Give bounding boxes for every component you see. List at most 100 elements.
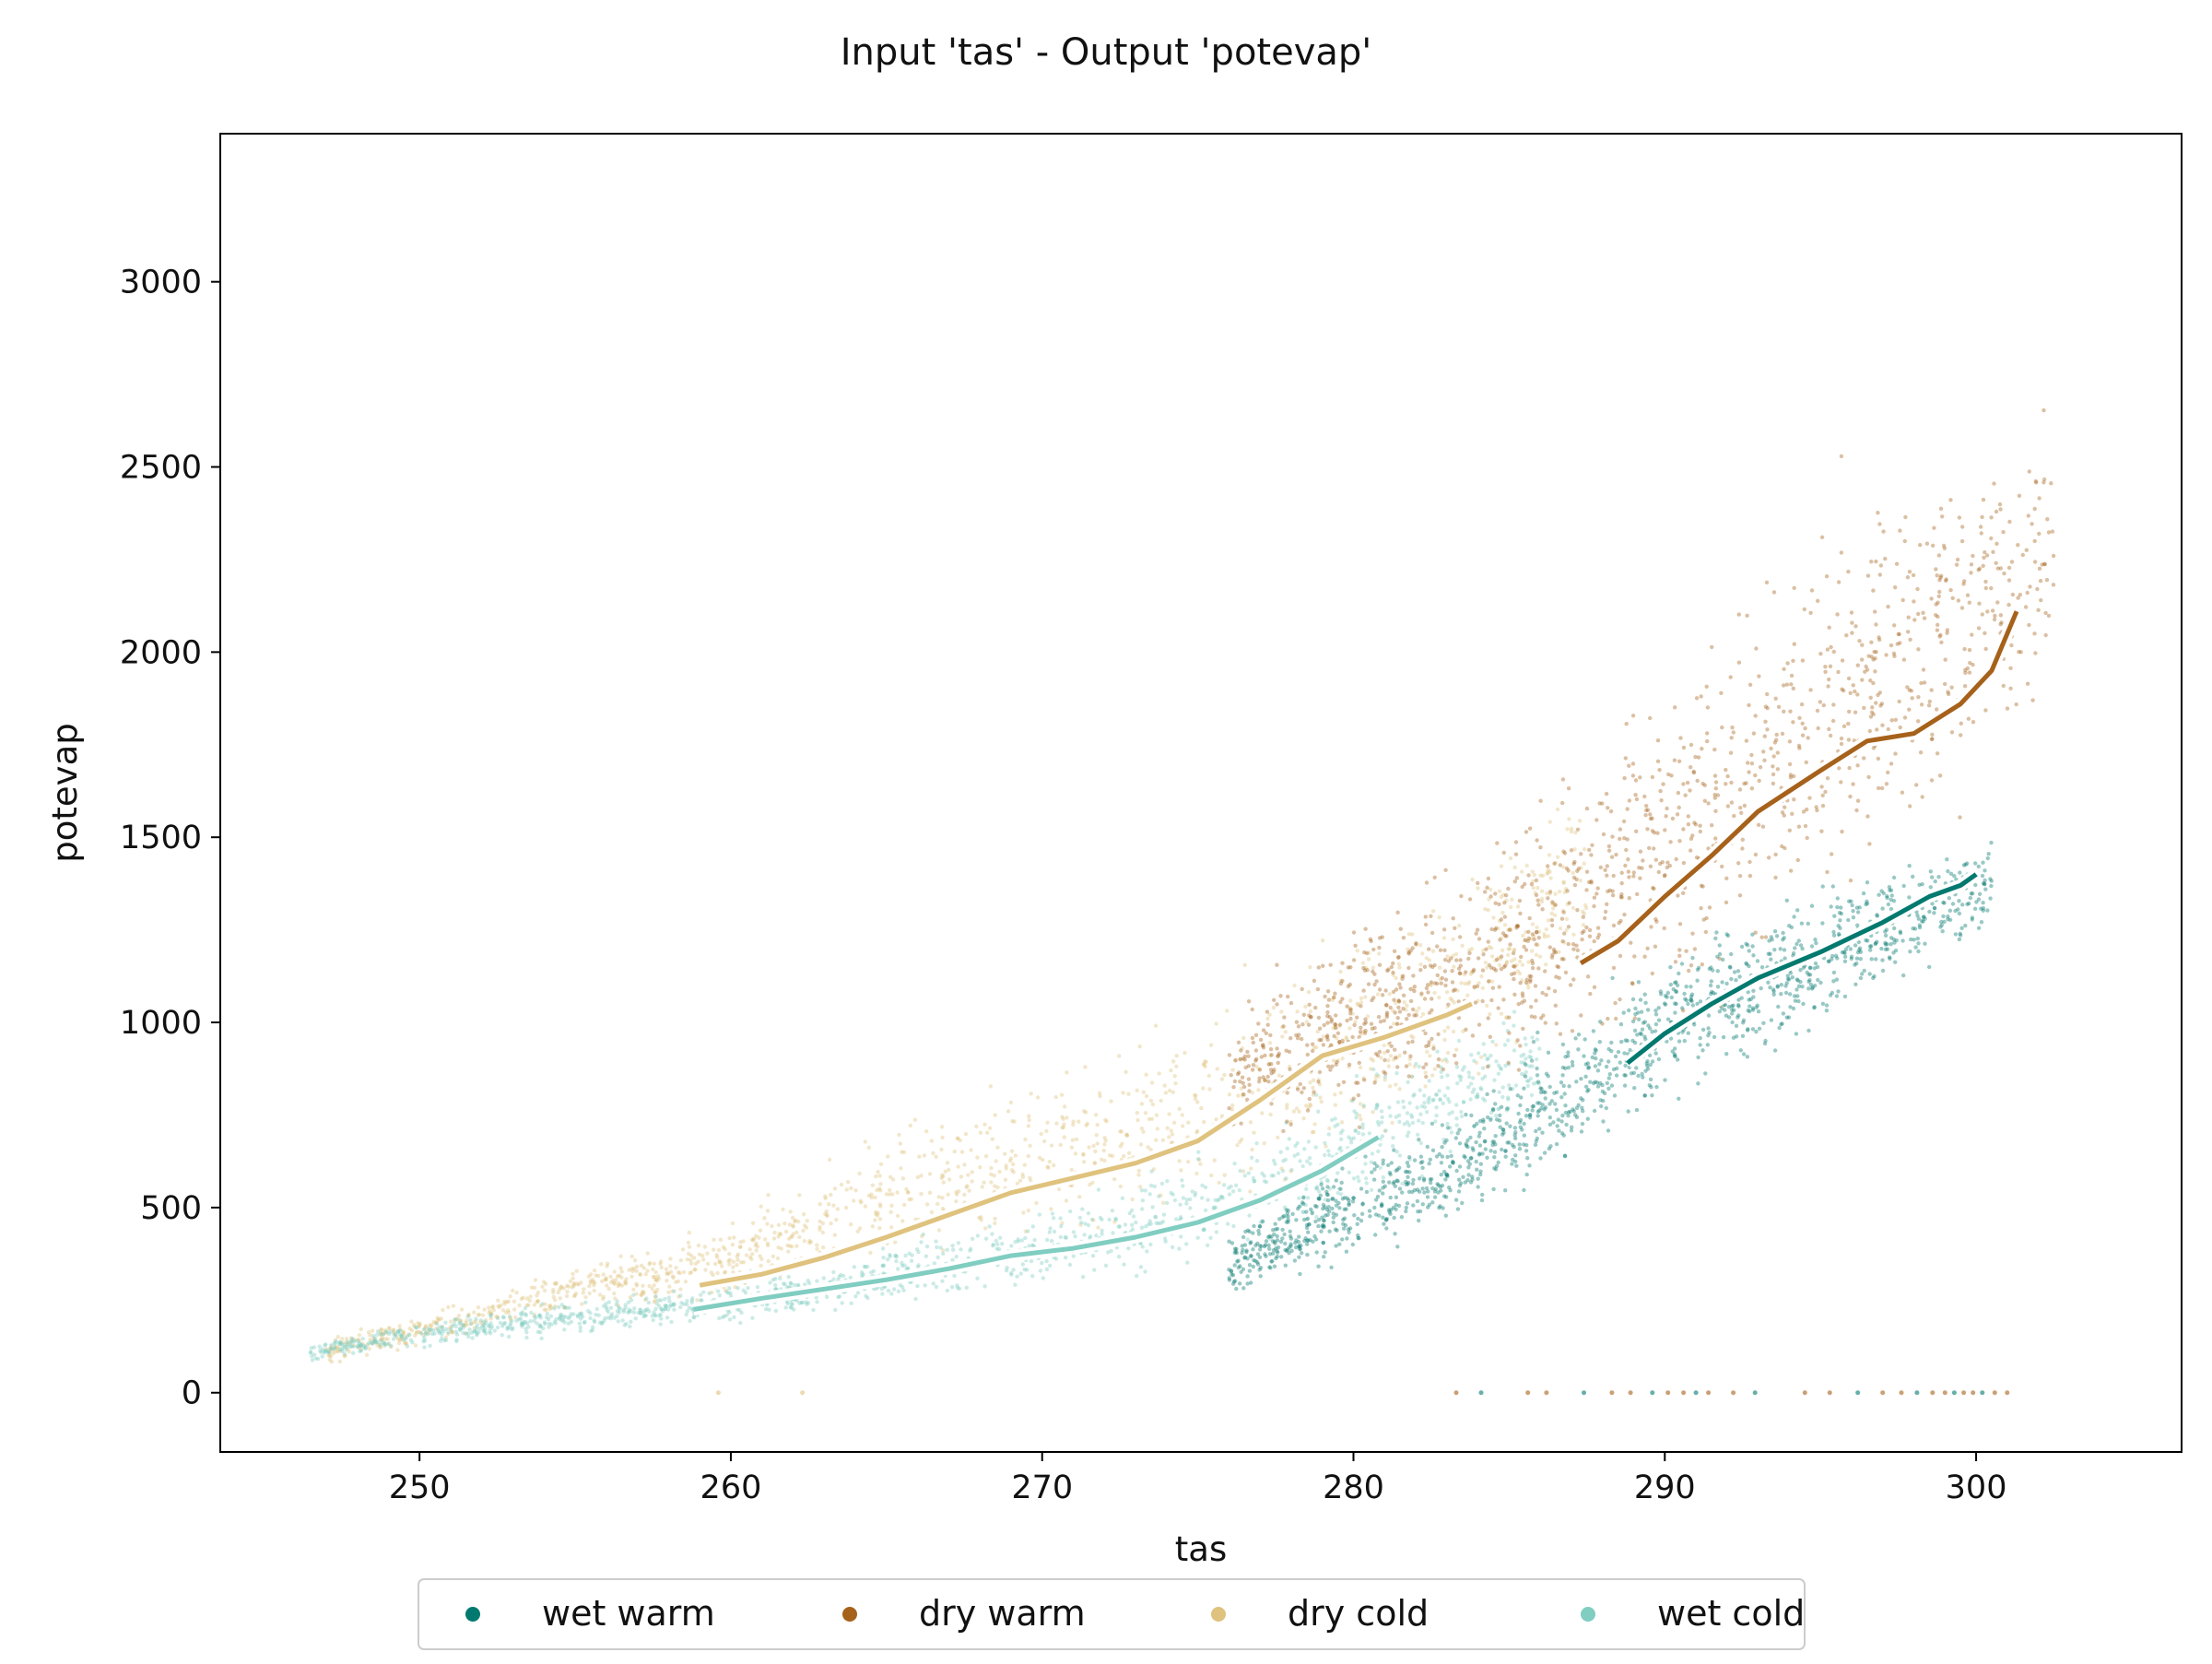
scatter-point	[1193, 1096, 1198, 1102]
scatter-point	[1356, 1235, 1360, 1241]
scatter-point	[1717, 956, 1722, 962]
scatter-point	[1978, 525, 1983, 529]
scatter-point	[446, 1304, 451, 1310]
scatter-point	[1827, 726, 1831, 732]
scatter-point	[1677, 839, 1682, 844]
scatter-point	[1625, 807, 1630, 811]
scatter-point	[1086, 1222, 1091, 1228]
scatter-point	[1836, 669, 1841, 675]
scatter-point	[1935, 707, 1939, 712]
scatter-point	[1262, 1179, 1267, 1184]
scatter-point	[1684, 949, 1688, 953]
scatter-point	[776, 1234, 781, 1239]
scatter-point	[1448, 1126, 1453, 1130]
scatter-point	[1774, 732, 1779, 738]
scatter-point	[1083, 1065, 1088, 1069]
scatter-point	[1379, 1109, 1384, 1114]
scatter-point	[1736, 612, 1742, 617]
scatter-point	[875, 1187, 879, 1193]
scatter-point	[652, 1261, 656, 1267]
scatter-point	[1659, 992, 1664, 997]
scatter-point	[1846, 738, 1852, 742]
scatter-point	[1289, 1167, 1294, 1173]
scatter-point	[785, 1243, 790, 1248]
scatter-point	[1648, 1026, 1653, 1031]
scatter-point	[969, 1148, 973, 1152]
scatter-point	[1130, 1197, 1135, 1202]
scatter-point	[1425, 1110, 1430, 1115]
scatter-point	[931, 1151, 935, 1156]
scatter-point	[978, 1165, 982, 1170]
scatter-point	[702, 1245, 708, 1249]
scatter-point	[905, 1190, 911, 1195]
scatter-point	[743, 1291, 748, 1295]
scatter-point	[1875, 939, 1879, 944]
scatter-point	[1325, 1185, 1330, 1189]
scatter-point	[1372, 1025, 1377, 1031]
scatter-point	[1185, 1260, 1190, 1265]
scatter-point	[878, 1188, 883, 1193]
scatter-point	[1813, 938, 1818, 942]
scatter-point	[974, 1124, 979, 1129]
scatter-point	[1049, 1143, 1054, 1148]
scatter-point	[1677, 948, 1682, 952]
scatter-point	[1425, 1049, 1430, 1055]
scatter-point	[1387, 1084, 1393, 1089]
scatter-point	[1618, 827, 1623, 832]
scatter-point	[1202, 1227, 1206, 1232]
scatter-point	[327, 1346, 333, 1351]
scatter-point	[1557, 1128, 1561, 1133]
scatter-point	[1317, 1037, 1322, 1043]
scatter-point	[1430, 997, 1434, 1001]
scatter-point	[845, 1179, 851, 1185]
scatter-point	[1407, 1101, 1412, 1105]
scatter-point	[1348, 965, 1353, 970]
scatter-point	[1167, 1135, 1171, 1139]
scatter-point	[1405, 1003, 1409, 1009]
scatter-point	[621, 1307, 626, 1313]
scatter-point	[1045, 1120, 1050, 1125]
scatter-point	[975, 1233, 981, 1238]
scatter-point	[1525, 938, 1531, 943]
scatter-point	[488, 1321, 493, 1326]
scatter-point	[317, 1344, 322, 1349]
scatter-point	[906, 1190, 911, 1195]
scatter-point	[663, 1296, 667, 1302]
scatter-point	[1472, 1124, 1477, 1128]
scatter-point	[1162, 1083, 1167, 1088]
scatter-point	[1340, 961, 1345, 965]
scatter-point	[1430, 949, 1436, 953]
scatter-point	[1742, 781, 1747, 786]
scatter-point	[514, 1291, 519, 1295]
scatter-point	[1524, 980, 1529, 985]
scatter-point	[1967, 670, 1972, 675]
scatter-point	[1222, 1072, 1227, 1078]
scatter-point	[1414, 1061, 1418, 1067]
scatter-point	[1338, 1145, 1343, 1151]
scatter-point	[1408, 1054, 1413, 1058]
scatter-point	[1229, 1269, 1234, 1274]
scatter-point	[1326, 1132, 1332, 1137]
scatter-point	[1674, 989, 1678, 994]
scatter-point	[1314, 1092, 1319, 1097]
scatter-point	[1239, 1048, 1243, 1053]
scatter-point	[499, 1303, 503, 1308]
scatter-point	[1406, 951, 1411, 956]
scatter-point	[843, 1205, 849, 1210]
scatter-point	[1009, 1168, 1015, 1173]
scatter-point	[1412, 1064, 1418, 1069]
scatter-point	[1662, 1001, 1667, 1006]
scatter-point	[372, 1339, 377, 1344]
scatter-point	[1374, 1072, 1380, 1077]
scatter-point	[1319, 1229, 1324, 1233]
scatter-point	[616, 1303, 620, 1308]
scatter-point	[1159, 1221, 1163, 1226]
scatter-point	[724, 1290, 729, 1294]
scatter-point	[1016, 1239, 1021, 1244]
scatter-point	[1582, 928, 1586, 934]
scatter-point	[1592, 985, 1597, 990]
scatter-point	[1237, 1281, 1242, 1286]
scatter-point	[608, 1314, 614, 1318]
scatter-point	[770, 1223, 774, 1229]
scatter-point	[1083, 1221, 1088, 1226]
